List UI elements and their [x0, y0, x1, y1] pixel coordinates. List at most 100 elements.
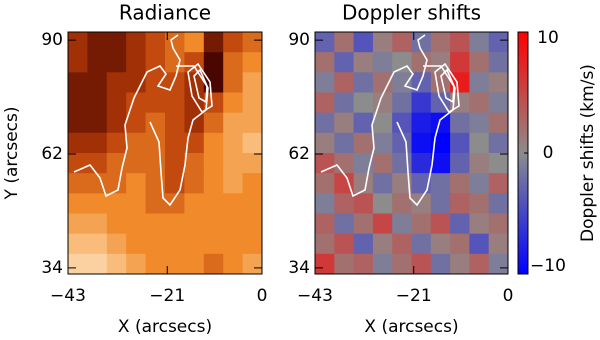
heatmap-cell: [315, 253, 335, 275]
heatmap-cell: [372, 52, 393, 73]
heatmap-cell: [469, 253, 490, 275]
heatmap-cell: [223, 32, 244, 53]
heatmap-cell: [411, 132, 432, 154]
heatmap-cell: [223, 213, 244, 235]
heatmap-cell: [334, 213, 355, 235]
heatmap-cell: [469, 213, 490, 235]
heatmap-cell: [334, 253, 355, 275]
heatmap-cell: [450, 213, 470, 235]
heatmap-cell: [242, 193, 263, 214]
heatmap-cell: [184, 213, 205, 235]
heatmap-cell: [203, 153, 224, 174]
x-tick-label: 0: [503, 286, 514, 306]
heatmap-cell: [315, 233, 335, 255]
heatmap-cell: [68, 253, 88, 275]
heatmap-cell: [223, 132, 244, 154]
heatmap-cell: [411, 32, 432, 53]
heatmap-cell: [106, 173, 127, 194]
heatmap-cell: [315, 92, 335, 114]
y-tick-label: 90: [288, 30, 310, 50]
heatmap-cell: [126, 153, 147, 174]
heatmap-cell: [372, 253, 393, 275]
heatmap-cell: [242, 153, 263, 174]
heatmap-cell: [184, 173, 205, 194]
heatmap-cell: [203, 132, 224, 154]
heatmap-cell: [223, 173, 244, 194]
heatmap-cell: [68, 72, 88, 93]
heatmap-cell: [87, 213, 108, 235]
heatmap-cell: [334, 72, 355, 93]
plot-frame: [314, 31, 509, 275]
heatmap-cell: [353, 233, 374, 255]
heatmap-cell: [430, 112, 451, 134]
heatmap-cell: [315, 32, 335, 53]
heatmap-cell: [488, 173, 509, 194]
colorbar-tick-label: 0: [543, 143, 554, 163]
heatmap-cell: [165, 92, 185, 114]
heatmap-cell: [223, 233, 244, 255]
heatmap-cell: [334, 92, 355, 114]
heatmap-cell: [68, 112, 88, 134]
heatmap-cell: [87, 173, 108, 194]
heatmap-cell: [165, 213, 185, 235]
heatmap-cell: [223, 72, 244, 93]
heatmap-cell: [145, 72, 166, 93]
heatmap-cell: [203, 173, 224, 194]
heatmap-cell: [87, 52, 108, 73]
heatmap-cell: [334, 173, 355, 194]
heatmap-cell: [430, 253, 451, 275]
heatmap-cell: [145, 132, 166, 154]
heatmap-cell: [223, 112, 244, 134]
heatmap-cell: [430, 193, 451, 214]
heatmap-cell: [87, 92, 108, 114]
heatmap-cell: [411, 253, 432, 275]
heatmap-cell: [87, 233, 108, 255]
heatmap-cell: [315, 173, 335, 194]
heatmap-cell: [165, 253, 185, 275]
heatmap-cell: [203, 233, 224, 255]
heatmap-cell: [334, 32, 355, 53]
heatmap-cell: [469, 112, 490, 134]
heatmap-cell: [68, 52, 88, 73]
heatmap-cell: [392, 153, 412, 174]
heatmap-cell: [488, 52, 509, 73]
heatmap-cell: [165, 32, 185, 53]
heatmap-cell: [450, 32, 470, 53]
heatmap-cell: [469, 92, 490, 114]
heatmap-cell: [488, 253, 509, 275]
heatmap-cell: [411, 52, 432, 73]
heatmap-cell: [203, 253, 224, 275]
heatmap-cell: [203, 213, 224, 235]
heatmap-cell: [315, 132, 335, 154]
y-axis-label: Y (arcsecs): [2, 107, 22, 201]
heatmap-cell: [223, 253, 244, 275]
heatmap-cell: [68, 213, 88, 235]
heatmap-cell: [87, 193, 108, 214]
heatmap-cell: [430, 52, 451, 73]
heatmap-cell: [450, 112, 470, 134]
heatmap-cell: [469, 132, 490, 154]
heatmap-cell: [315, 213, 335, 235]
heatmap-cell: [372, 132, 393, 154]
heatmap-cell: [372, 173, 393, 194]
heatmap-cell: [145, 92, 166, 114]
heatmap-cell: [203, 52, 224, 73]
heatmap-cell: [392, 92, 412, 114]
heatmap-cell: [184, 233, 205, 255]
heatmap-cell: [165, 132, 185, 154]
heatmap-cell: [145, 253, 166, 275]
heatmap-cell: [488, 92, 509, 114]
heatmap-cell: [242, 253, 263, 275]
heatmap-cell: [411, 72, 432, 93]
colorbar-tick-label: 10: [537, 28, 559, 48]
heatmap-cell: [392, 173, 412, 194]
heatmap-cell: [145, 153, 166, 174]
heatmap-cell: [450, 193, 470, 214]
heatmap-cell: [87, 112, 108, 134]
heatmap-cell: [353, 52, 374, 73]
heatmap-cell: [334, 112, 355, 134]
heatmap-cell: [184, 52, 205, 73]
heatmap-cell: [353, 132, 374, 154]
heatmap-cell: [145, 32, 166, 53]
heatmap-cell: [411, 112, 432, 134]
